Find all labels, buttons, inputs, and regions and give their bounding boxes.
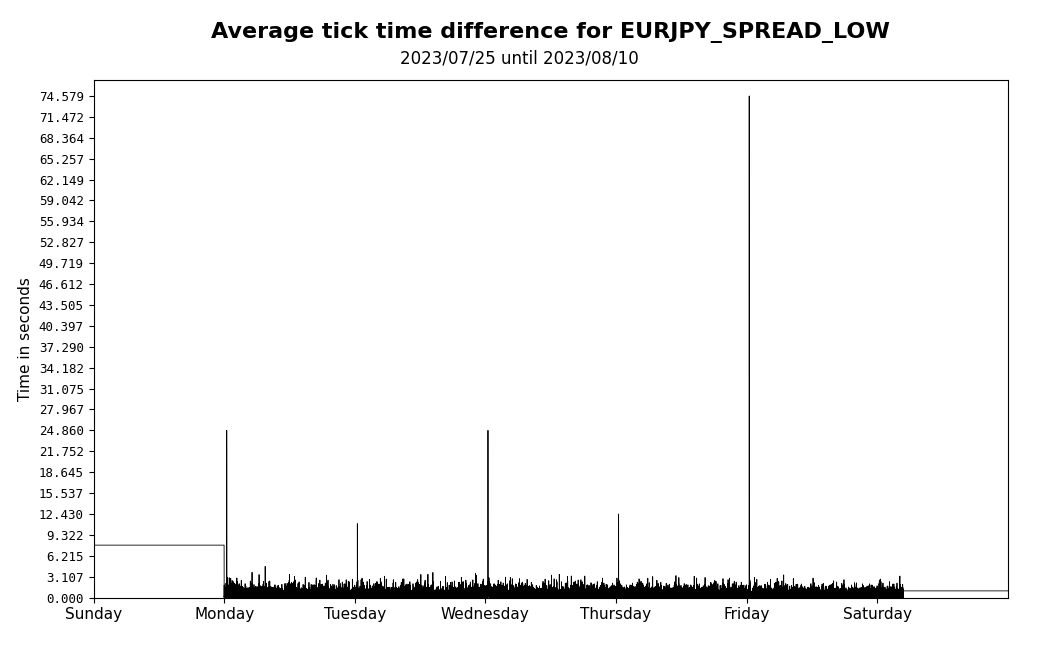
Title: Average tick time difference for EURJPY_SPREAD_LOW: Average tick time difference for EURJPY_… — [211, 22, 890, 43]
Y-axis label: Time in seconds: Time in seconds — [19, 277, 33, 400]
Text: 2023/07/25 until 2023/08/10: 2023/07/25 until 2023/08/10 — [400, 49, 639, 67]
